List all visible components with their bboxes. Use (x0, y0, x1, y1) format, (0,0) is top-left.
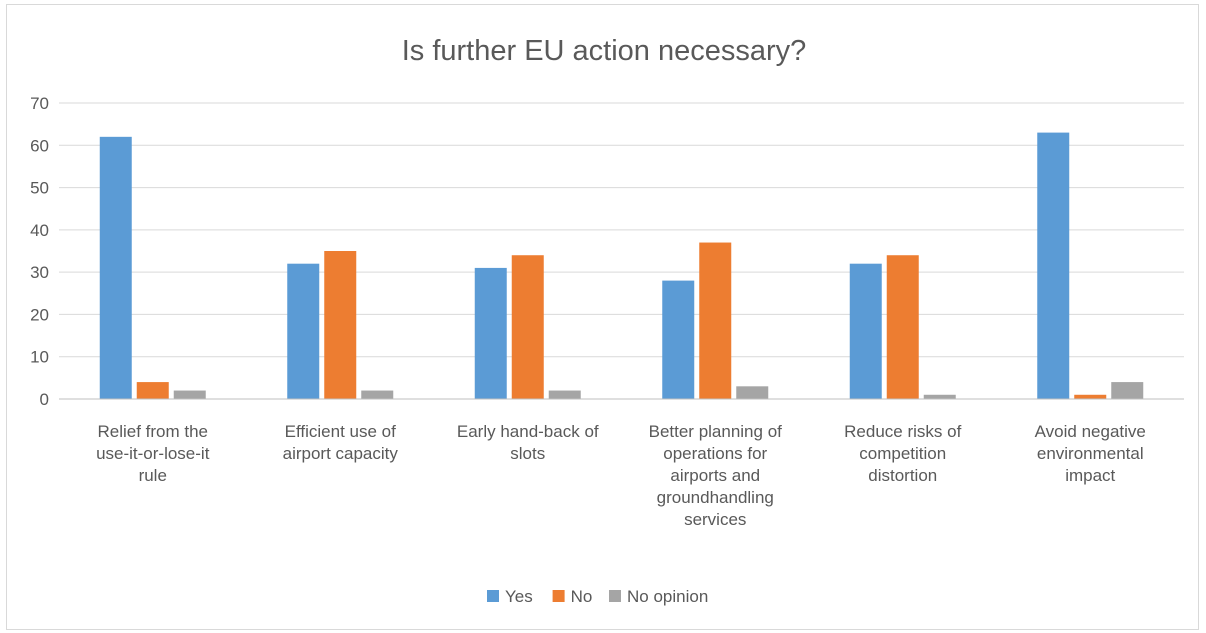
y-tick-label: 60 (30, 136, 49, 155)
bar-no-opinion (923, 394, 956, 399)
legend-swatch (609, 590, 621, 602)
bar-yes (474, 267, 507, 399)
bar-no (324, 251, 357, 399)
legend: Yes No No opinion (487, 587, 708, 606)
bar-no-opinion (736, 386, 769, 399)
bar-yes (287, 263, 320, 399)
bar-no (886, 255, 919, 399)
chart-title: Is further EU action necessary? (402, 35, 807, 67)
x-tick-label: Reduce risks of competition distortion (844, 422, 961, 485)
chart-frame (6, 4, 1199, 630)
bar-no (511, 255, 544, 399)
legend-swatch (487, 590, 499, 602)
bar-yes (849, 263, 882, 399)
bar-no (136, 382, 169, 399)
bar-no-opinion (548, 390, 581, 399)
bar-no-opinion (173, 390, 206, 399)
legend-item-no-opinion: No opinion (609, 587, 708, 606)
x-tick-label: Efficient use of airport capacity (283, 422, 399, 463)
bar-yes (662, 280, 695, 399)
legend-label: No opinion (627, 587, 708, 606)
x-tick-label: Relief from the use-it-or-lose-it rule (96, 422, 210, 485)
y-tick-label: 0 (40, 390, 49, 409)
legend-swatch (552, 590, 565, 602)
bar-yes (99, 136, 132, 400)
y-tick-label: 70 (30, 94, 49, 113)
bar-no-opinion (1111, 382, 1144, 399)
y-axis: 0 10 20 30 40 50 60 70 (30, 94, 49, 409)
x-tick-label: Avoid negative environmental impact (1035, 422, 1146, 485)
y-tick-label: 10 (30, 348, 49, 367)
y-tick-label: 30 (30, 263, 49, 282)
legend-label: No (571, 587, 593, 606)
x-tick-label: Better planning of operations for airports… (649, 422, 783, 529)
y-tick-label: 40 (30, 221, 49, 240)
bar-no (1074, 394, 1107, 399)
legend-label: Yes (505, 587, 533, 606)
legend-item-no: No (552, 587, 593, 606)
legend-item-yes: Yes (487, 587, 533, 606)
bar-yes (1037, 132, 1070, 399)
bar-no-opinion (361, 390, 394, 399)
bar-no (699, 242, 732, 399)
gridlines (59, 102, 1184, 400)
x-tick-label: Early hand-back of slots (457, 422, 599, 463)
bars (99, 132, 1144, 400)
y-tick-label: 20 (30, 305, 49, 324)
x-axis: Relief from the use-it-or-lose-it rule Effi… (59, 398, 1184, 529)
y-tick-label: 50 (30, 179, 49, 198)
